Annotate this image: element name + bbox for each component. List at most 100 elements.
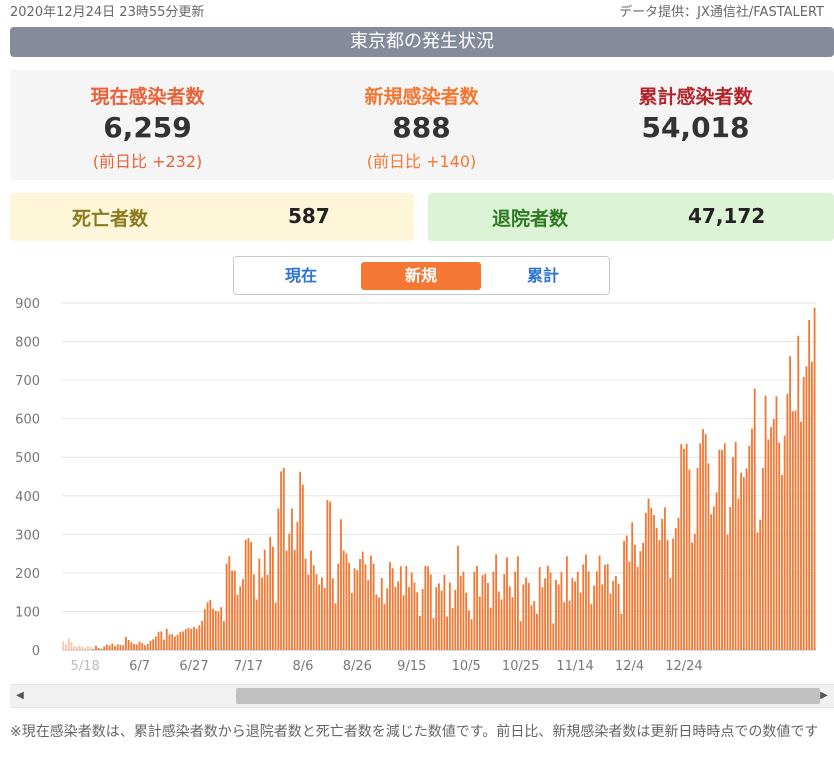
chart-bar — [794, 410, 797, 650]
chart-bar — [84, 647, 86, 650]
chart-bar — [269, 537, 272, 650]
y-tick-label: 600 — [15, 413, 40, 428]
chart-bar — [595, 571, 598, 650]
scroll-thumb[interactable] — [236, 688, 820, 704]
chart-bar — [408, 587, 410, 650]
chart-bar — [631, 522, 634, 650]
chart-bar — [416, 592, 419, 650]
chart-bar — [266, 574, 269, 650]
chart-scrollbar[interactable]: ◀ ▶ — [10, 684, 834, 708]
y-tick-label: 900 — [15, 297, 40, 312]
chart-bar — [337, 563, 340, 650]
chart-bar — [193, 626, 195, 650]
scroll-left-arrow-icon[interactable]: ◀ — [16, 690, 24, 701]
chart-bar — [427, 566, 429, 650]
chart-bar — [277, 508, 280, 650]
tab-total[interactable]: 累計 — [526, 266, 559, 285]
chart-bar — [429, 574, 432, 650]
chart-bar — [247, 538, 250, 650]
x-tick-label: 12/24 — [665, 659, 702, 674]
chart-bar — [334, 603, 337, 650]
chart-bar — [135, 644, 138, 650]
chart-bar — [127, 639, 130, 650]
chart-bar — [620, 613, 623, 650]
tab-current[interactable]: 現在 — [284, 266, 317, 285]
chart-bar — [639, 551, 642, 650]
total-cases-label: 累計感染者数 — [638, 86, 753, 108]
chart-bar — [759, 519, 762, 650]
chart-bar — [506, 557, 508, 650]
recovered-label: 退院者数 — [492, 208, 569, 230]
chart-bar — [323, 587, 326, 650]
chart-bar — [217, 611, 220, 650]
chart-bar — [753, 388, 756, 650]
chart-bar — [111, 643, 114, 650]
chart-bar — [391, 568, 394, 650]
chart-bar — [781, 474, 783, 650]
chart-bar — [424, 565, 427, 650]
tab-new[interactable]: 新規 — [361, 262, 481, 290]
chart-bar — [386, 588, 389, 650]
x-tick-label: 12/4 — [615, 659, 644, 674]
chart-bar — [557, 584, 560, 650]
chart-bar — [658, 540, 661, 650]
chart-bar — [495, 554, 498, 650]
chart-bar — [503, 574, 506, 650]
chart-bar — [252, 574, 255, 650]
chart-tabs: 現在 新規 累計 — [233, 256, 610, 295]
chart-bar — [236, 594, 239, 650]
chart-bar — [791, 411, 794, 650]
chart-bar — [487, 582, 489, 650]
chart-bar — [443, 574, 446, 650]
chart-bar — [810, 361, 813, 650]
chart-bar — [70, 642, 73, 650]
chart-bar — [454, 589, 457, 650]
chart-bar — [318, 584, 321, 650]
chart-bar — [522, 584, 525, 650]
chart-bar — [516, 556, 519, 650]
chart-bar — [312, 565, 315, 650]
chart-bar — [78, 645, 81, 650]
chart-bar — [329, 501, 331, 650]
chart-bar — [288, 533, 291, 650]
chart-bar — [623, 540, 625, 650]
chart-bar — [242, 579, 244, 650]
chart-bar — [86, 646, 89, 650]
update-timestamp: 2020年12月24日 23時55分更新 — [10, 5, 205, 20]
chart-bar — [353, 568, 356, 650]
current-cases-label: 現在感染者数 — [90, 86, 205, 108]
chart-bar — [122, 645, 125, 650]
chart-bar — [462, 571, 465, 650]
chart-bar — [206, 602, 209, 650]
chart-bar — [342, 550, 345, 650]
chart-bar — [331, 578, 334, 650]
chart-bar — [604, 564, 606, 650]
chart-bar — [130, 642, 133, 650]
chart-bar — [141, 643, 144, 650]
chart-bar — [446, 616, 449, 650]
scroll-right-arrow-icon[interactable]: ▶ — [820, 690, 828, 701]
chart-bar — [783, 435, 786, 650]
chart-bar — [263, 549, 266, 650]
y-tick-label: 400 — [15, 490, 40, 505]
chart-bar — [397, 581, 400, 650]
recovered-card: 退院者数 47,172 — [428, 193, 834, 241]
chart-bar — [76, 646, 78, 650]
chart-bar — [538, 567, 541, 650]
chart-bar — [182, 631, 184, 650]
chart-bar — [514, 571, 517, 650]
chart-bar — [764, 395, 767, 650]
chart-bar — [356, 570, 359, 650]
chart-bar — [661, 518, 664, 650]
chart-bar — [702, 429, 704, 650]
chart-bar — [525, 577, 527, 650]
chart-bar — [634, 544, 636, 650]
chart-bar — [310, 550, 312, 650]
chart-bar — [105, 644, 108, 650]
chart-bar — [552, 623, 555, 650]
chart-bar — [212, 608, 214, 650]
new-cases-diff: (前日比 +140) — [366, 152, 477, 171]
chart-bar — [380, 577, 383, 650]
chart-bar — [655, 527, 658, 650]
chart-bar — [285, 550, 288, 650]
